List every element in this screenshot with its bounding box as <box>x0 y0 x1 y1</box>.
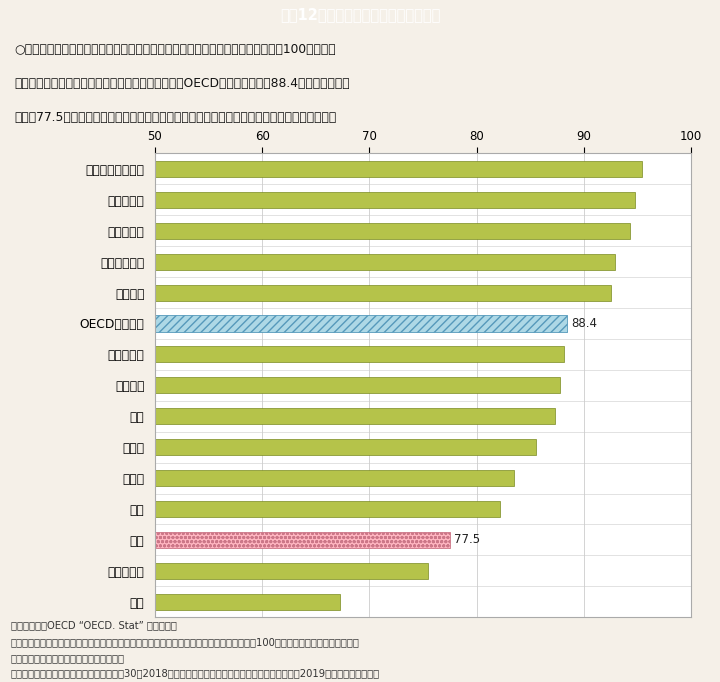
Text: 77.5: 77.5 <box>454 533 480 546</box>
Bar <box>155 532 450 548</box>
Bar <box>155 223 630 239</box>
Bar <box>155 439 536 455</box>
Bar <box>155 346 564 362</box>
Bar <box>155 563 428 579</box>
Bar <box>155 161 642 177</box>
Text: 国は77.5であり、我が国の男女間賃金格差は国際的に見て大きい状況にあることが分かる。: 国は77.5であり、我が国の男女間賃金格差は国際的に見て大きい状況にあることが分… <box>14 110 336 123</box>
Bar <box>155 501 500 517</box>
Bar <box>155 377 560 394</box>
Bar <box>155 594 341 610</box>
Text: の水準を割合表示した数値。: の水準を割合表示した数値。 <box>11 653 125 663</box>
Text: ３．イスラエル、フランスは平成30（2018）年、イタリア、デンマーク、ドイツは令和元（2019）年、それ以外の国: ３．イスラエル、フランスは平成30（2018）年、イタリア、デンマーク、ドイツは… <box>11 668 380 678</box>
Text: 合の女性のフルタイム労働者の賃金の中央値は、OECD諸国の平均値が88.4であるが、我が: 合の女性のフルタイム労働者の賃金の中央値は、OECD諸国の平均値が88.4である… <box>14 77 350 90</box>
Text: （備考）１．OECD “OECD. Stat” より作成。: （備考）１．OECD “OECD. Stat” より作成。 <box>11 620 176 630</box>
Bar <box>155 409 555 424</box>
Text: ２－12図　男女間賃金格差の国際比較: ２－12図 男女間賃金格差の国際比較 <box>280 8 440 23</box>
Text: 88.4: 88.4 <box>571 317 597 330</box>
Bar <box>155 254 615 269</box>
Bar <box>155 470 514 486</box>
Bar <box>155 192 636 208</box>
Bar <box>155 284 611 301</box>
Text: ○男女間賃金格差を国際比較すると、男性のフルタイム労働者の賃金の中央値を100とした場: ○男女間賃金格差を国際比較すると、男性のフルタイム労働者の賃金の中央値を100と… <box>14 43 336 56</box>
Text: ２．ここでの男女間賃金格差とは、フルタイム労働者について男性賃金の中央値を100とした場合の女性賃金の中央値: ２．ここでの男女間賃金格差とは、フルタイム労働者について男性賃金の中央値を100… <box>11 638 359 648</box>
Bar <box>155 316 567 331</box>
